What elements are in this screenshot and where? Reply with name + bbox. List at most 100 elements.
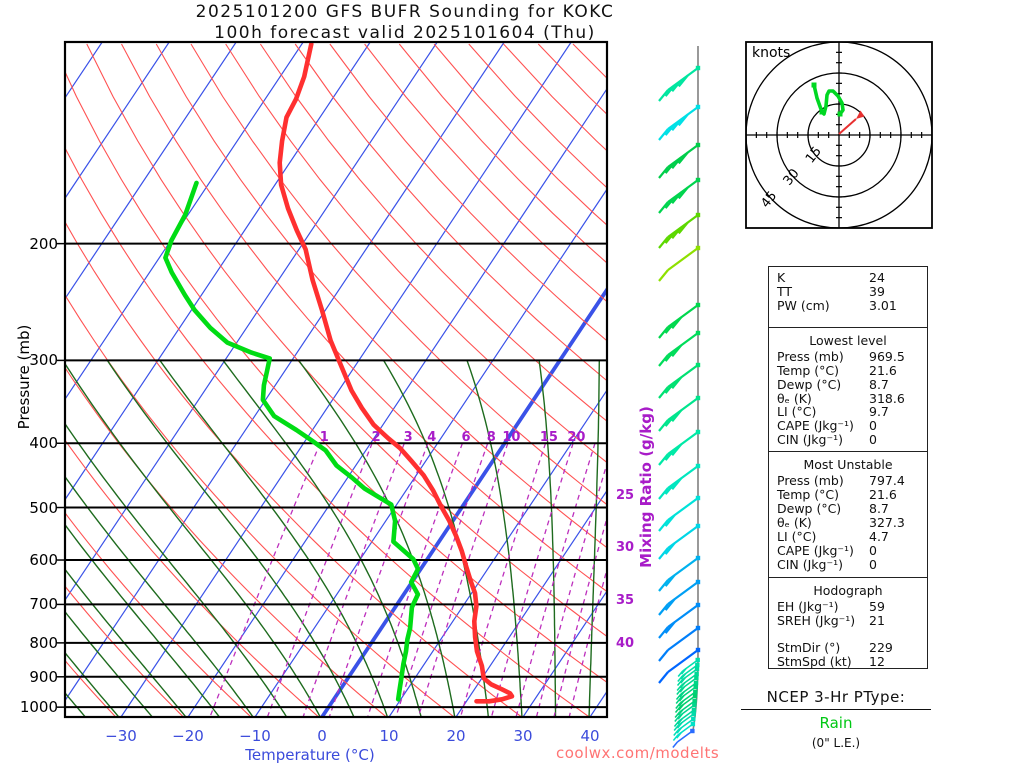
temperature-tick-label: −20 [172,727,204,745]
panel-row: SREH (Jkg⁻¹) 21 [777,613,927,628]
mixing-ratio-value-label: 8 [487,430,496,445]
dry-adiabat [121,43,607,593]
temperature-tick-label: 0 [317,727,327,745]
panel-row: CAPE (Jkg⁻¹) 0 [777,419,927,433]
panel-row-label: StmDir (°) [777,640,841,656]
panel-row-label: CIN (Jkg⁻¹) [777,556,843,572]
panel-indices: K 24 TT 39 PW (cm) 3.01 [768,266,928,329]
panel-row-label: LI (°C) [777,404,817,420]
panel-row-value [869,627,927,641]
indices-panels: K 24 TT 39 PW (cm) 3.01 Lowest level Press (mb)… [768,266,928,669]
moist-adiabat [65,610,154,717]
temperature-tick-label: 40 [580,727,600,745]
chart-title-line1: 2025101200 GFS BUFR Sounding for KOKC [195,2,615,22]
panel-row-value: 59 [869,598,885,614]
dewpoint-profile [163,180,421,702]
panel-row-value: 21.6 [869,487,897,503]
temperature-tick-label: −30 [105,727,137,745]
temperature-tick-label: 20 [446,727,466,745]
panel-row-label: CAPE (Jkg⁻¹) [777,418,854,434]
wind-barb [658,302,701,339]
dry-adiabat [294,43,607,382]
pressure-tick-label: 700 [29,595,58,613]
dry-adiabat [155,43,607,549]
mixing-ratio-value-label: 15 [540,430,558,445]
mixing-ratio-right-label: 30 [616,540,635,555]
panel-row-label: EH (Jkg⁻¹) [777,598,839,614]
panel-hodograph: Hodograph EH (Jkg⁻¹) 59 SREH (Jkg⁻¹) 21 StmD… [768,576,928,669]
temperature-axis-label: Temperature (°C) [245,746,375,764]
panel-row: StmSpd (kt) 12 [777,655,927,669]
mixing-ratio-value-label: 20 [567,430,585,445]
wind-barb [658,104,701,141]
wind-barb [658,625,701,662]
wind-barb [658,602,701,639]
mixing-ratio-line [366,443,464,717]
panel-row: TT 39 [777,285,927,299]
pressure-tick-label: 200 [29,235,58,253]
mixing-ratio-value-label: 1 [320,430,329,445]
wind-barb [658,362,701,399]
storm-motion-arrowhead [856,110,865,119]
moist-adiabat [298,359,456,717]
moist-adiabat [65,362,322,717]
wind-barb [658,555,701,592]
wind-barb [658,245,701,282]
wind-barb [676,666,700,686]
ptype-value: Rain [819,714,853,732]
wind-barb [672,728,695,748]
plot-border [63,40,609,719]
panel-row-value: 3.01 [869,298,897,314]
panel-row-label: Dewp (°C) [777,501,842,517]
temperature-profile [277,42,515,704]
panel-row: Temp (°C) 21.6 [777,363,927,378]
dry-adiabat [329,43,607,342]
mixing-ratio-right-label: 40 [616,636,635,651]
skewt-background-grid [65,42,607,717]
wind-barb [673,716,696,736]
mixing-ratio-line [302,443,405,717]
panel-row: θₑ (K) 327.3 [777,516,927,530]
mixing-ratio-line [568,566,607,717]
panel-row-value: 318.6 [869,390,905,406]
dry-adiabat [86,43,607,638]
watermark-link[interactable]: coolwx.com/modelts [556,744,720,762]
moist-adiabat [65,651,120,717]
wind-barb [676,675,699,695]
panel-row: PW (cm) 3.01 [777,299,927,313]
panel-row-value: 9.7 [869,404,889,420]
temperature-tick-label: −10 [239,727,271,745]
isotherm [65,42,438,602]
panel-row-value: 969.5 [869,348,905,364]
moist-adiabat [65,422,288,717]
panel-row-value: 797.4 [869,473,905,489]
ptype-block: NCEP 3-Hr PType: Rain (0" L.E.) [741,688,931,750]
pressure-tick-label: 300 [29,351,58,369]
wind-barb [658,142,701,179]
panel-row-label: K [777,270,786,286]
isotherm [65,42,304,401]
panel-row-value: 12 [869,654,885,670]
wind-barb [674,693,698,713]
wind-barb [658,647,701,684]
dry-adiabat [65,70,607,683]
zero-isotherm [320,286,607,717]
dry-adiabat [65,366,388,717]
hodograph-border [745,41,933,229]
panel-row: Press (mb) 969.5 [777,348,927,364]
wind-barb [658,495,701,532]
panel-most-unstable: Most Unstable Press (mb) 797.4 Temp (°C) 21.… [768,451,928,579]
pressure-tick-label: 900 [29,668,58,686]
wind-barb-column [658,46,701,748]
pressure-tick-label: 800 [29,634,58,652]
wind-barb [658,579,701,616]
isotherm [254,188,607,717]
mixing-ratio-line [417,443,509,717]
mixing-ratio-axis-label: Mixing Ratio (g/kg) [637,406,655,568]
panel-row: CIN (Jkg⁻¹) 0 [777,556,927,572]
mixing-ratio-value-label: 2 [372,430,381,445]
panel-row-label: PW (cm) [777,298,830,314]
